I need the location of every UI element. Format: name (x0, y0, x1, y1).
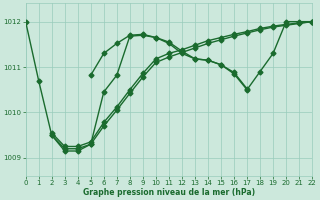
X-axis label: Graphe pression niveau de la mer (hPa): Graphe pression niveau de la mer (hPa) (83, 188, 255, 197)
